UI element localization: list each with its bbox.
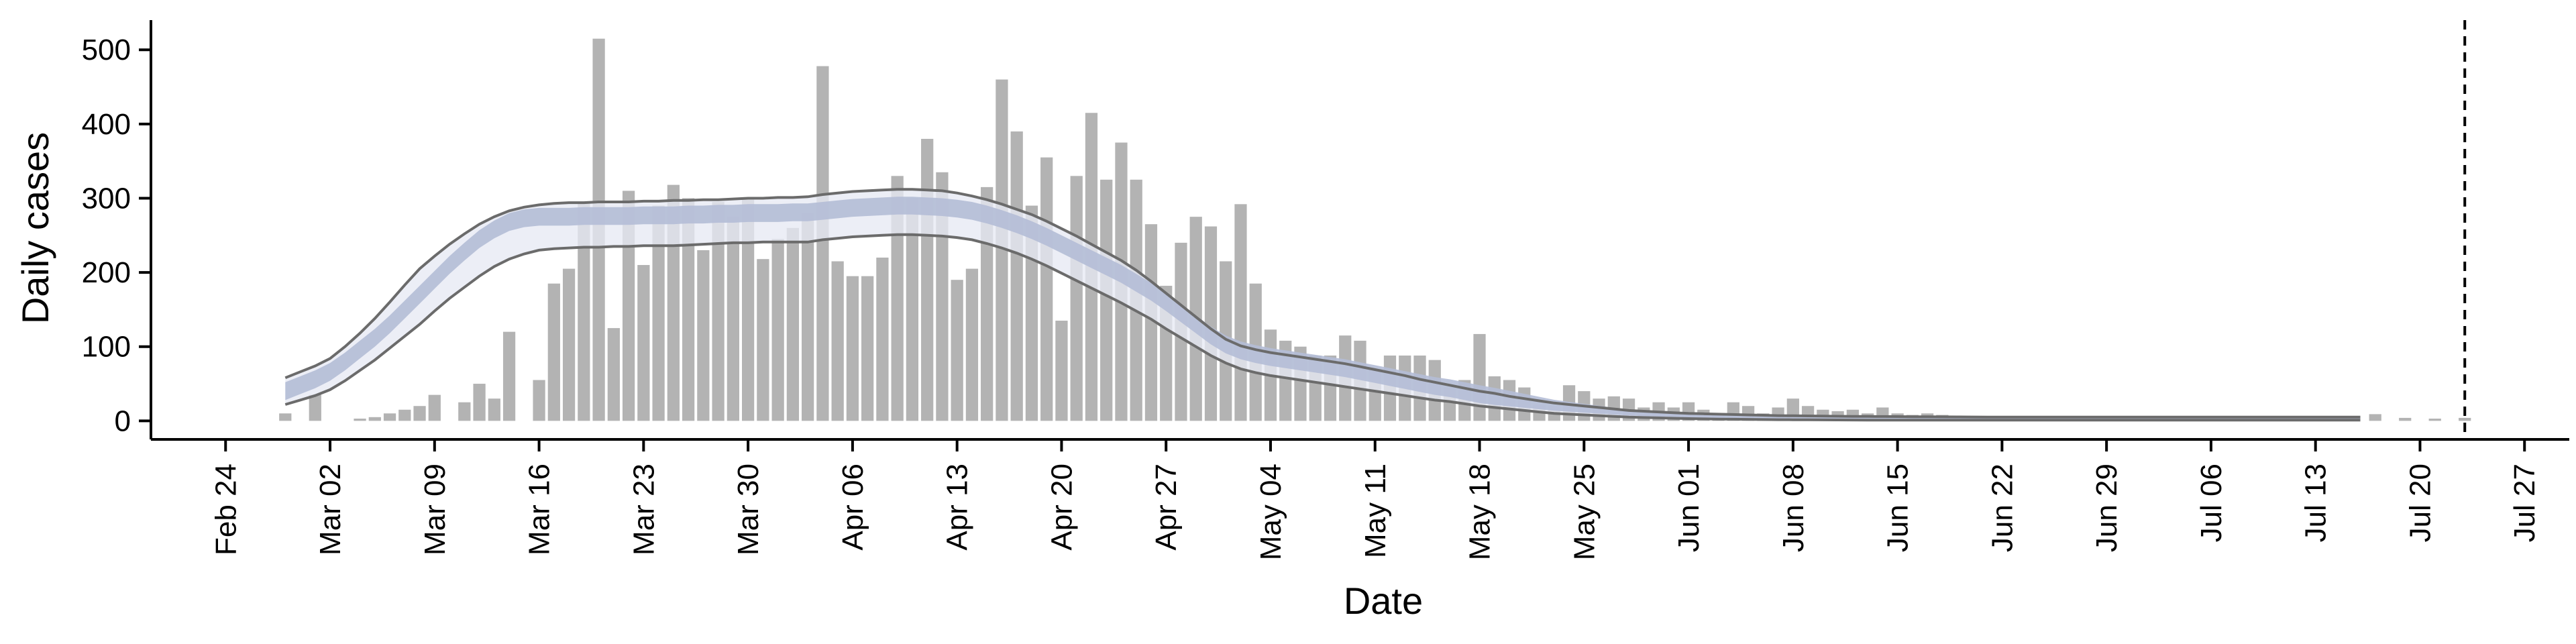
bar	[1144, 224, 1158, 421]
x-tick-label: Jul 27	[2508, 464, 2541, 542]
x-tick-label: Jun 01	[1672, 464, 1705, 552]
x-tick-label: Jul 20	[2404, 464, 2436, 542]
bar	[1473, 333, 1486, 421]
lower-ci-line	[284, 233, 2361, 422]
bar	[816, 66, 829, 421]
y-tick-label: 0	[115, 405, 131, 437]
bar	[1040, 157, 1053, 421]
bar	[398, 409, 411, 421]
bar	[547, 283, 560, 421]
bar	[533, 380, 545, 421]
bar	[831, 261, 844, 421]
x-tick-label: May 11	[1359, 464, 1392, 558]
x-tick-label: Jul 06	[2195, 464, 2228, 542]
x-tick-label: May 04	[1254, 464, 1287, 560]
bar	[2369, 414, 2381, 421]
outer-band	[285, 189, 2361, 421]
bar	[727, 217, 739, 421]
bar	[1010, 131, 1023, 421]
bar	[473, 384, 486, 421]
bar	[488, 398, 500, 421]
bar	[458, 402, 471, 421]
bar	[921, 138, 934, 421]
bar	[309, 394, 321, 421]
bar	[368, 417, 381, 421]
bar	[951, 280, 963, 421]
bar	[2459, 417, 2471, 421]
bar	[771, 239, 784, 421]
x-tick-label: Jun 22	[1986, 464, 2019, 552]
x-tick-label: May 18	[1464, 464, 1497, 560]
x-tick-label: Mar 02	[314, 464, 347, 555]
x-tick-label: Mar 23	[627, 464, 660, 555]
bar	[652, 205, 665, 421]
bar	[861, 276, 874, 421]
y-tick-label: 100	[82, 331, 131, 364]
x-tick-label: Mar 16	[523, 464, 556, 555]
x-tick-label: Mar 09	[419, 464, 451, 555]
bar	[996, 79, 1008, 421]
x-tick-label: Feb 24	[209, 464, 242, 555]
bar	[502, 331, 516, 421]
bar	[965, 268, 979, 421]
bar	[354, 419, 366, 421]
bar	[413, 406, 426, 421]
x-tick-label: Jul 13	[2300, 464, 2332, 542]
bar	[742, 198, 755, 421]
bar	[786, 227, 800, 421]
bar	[846, 276, 859, 421]
y-tick-label: 200	[82, 256, 131, 289]
bar	[757, 259, 769, 421]
bar	[637, 265, 650, 421]
axes-layer: 0 100 200 300 400 500 Feb 24 Mar 02 Mar 09 Mar 16…	[82, 20, 2569, 560]
bar	[906, 198, 919, 421]
bar	[607, 328, 620, 421]
x-tick-label: Apr 13	[941, 464, 974, 551]
x-tick-label: May 25	[1568, 464, 1601, 560]
bar	[279, 413, 292, 421]
x-axis-label: Date	[1344, 580, 1423, 622]
x-tick-label: Apr 06	[837, 464, 869, 551]
x-tick-label: Apr 20	[1045, 464, 1078, 551]
bar	[876, 257, 889, 421]
bar	[1070, 176, 1083, 421]
bar	[562, 268, 576, 421]
bar	[1100, 179, 1113, 421]
y-tick-label: 300	[82, 182, 131, 215]
bar	[2428, 419, 2441, 421]
bar	[2399, 417, 2412, 421]
x-tick-label: Jun 29	[2090, 464, 2123, 552]
bar	[682, 198, 695, 421]
bar	[578, 202, 590, 421]
model-band-layer	[284, 188, 2361, 422]
y-axis-label: Daily cases	[14, 132, 56, 324]
bar	[697, 250, 710, 421]
x-tick-label: Apr 27	[1150, 464, 1183, 551]
bar	[622, 191, 635, 421]
x-tick-label: Jun 15	[1882, 464, 1915, 552]
bar	[1055, 321, 1068, 421]
bar	[891, 176, 904, 421]
bar	[802, 213, 814, 421]
y-tick-label: 500	[82, 34, 131, 66]
y-tick-label: 400	[82, 108, 131, 141]
bar	[1204, 226, 1218, 421]
bar	[383, 413, 396, 421]
bar	[1234, 204, 1247, 421]
bar	[428, 394, 441, 421]
x-tick-label: Mar 30	[732, 464, 765, 555]
bar	[712, 202, 724, 421]
x-tick-label: Jun 08	[1777, 464, 1810, 552]
upper-ci-line	[284, 188, 2361, 419]
